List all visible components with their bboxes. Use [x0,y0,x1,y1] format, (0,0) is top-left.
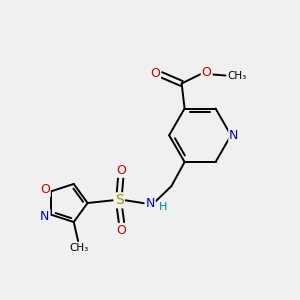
Text: O: O [202,66,212,79]
Text: O: O [150,67,160,80]
Text: N: N [40,210,50,223]
Text: H: H [159,202,168,212]
Text: N: N [229,129,239,142]
Text: O: O [117,224,127,237]
Text: S: S [115,193,124,207]
Text: CH₃: CH₃ [228,70,247,80]
Text: CH₃: CH₃ [69,243,88,253]
Text: O: O [40,183,50,196]
Text: O: O [116,164,126,177]
Text: N: N [146,197,155,210]
